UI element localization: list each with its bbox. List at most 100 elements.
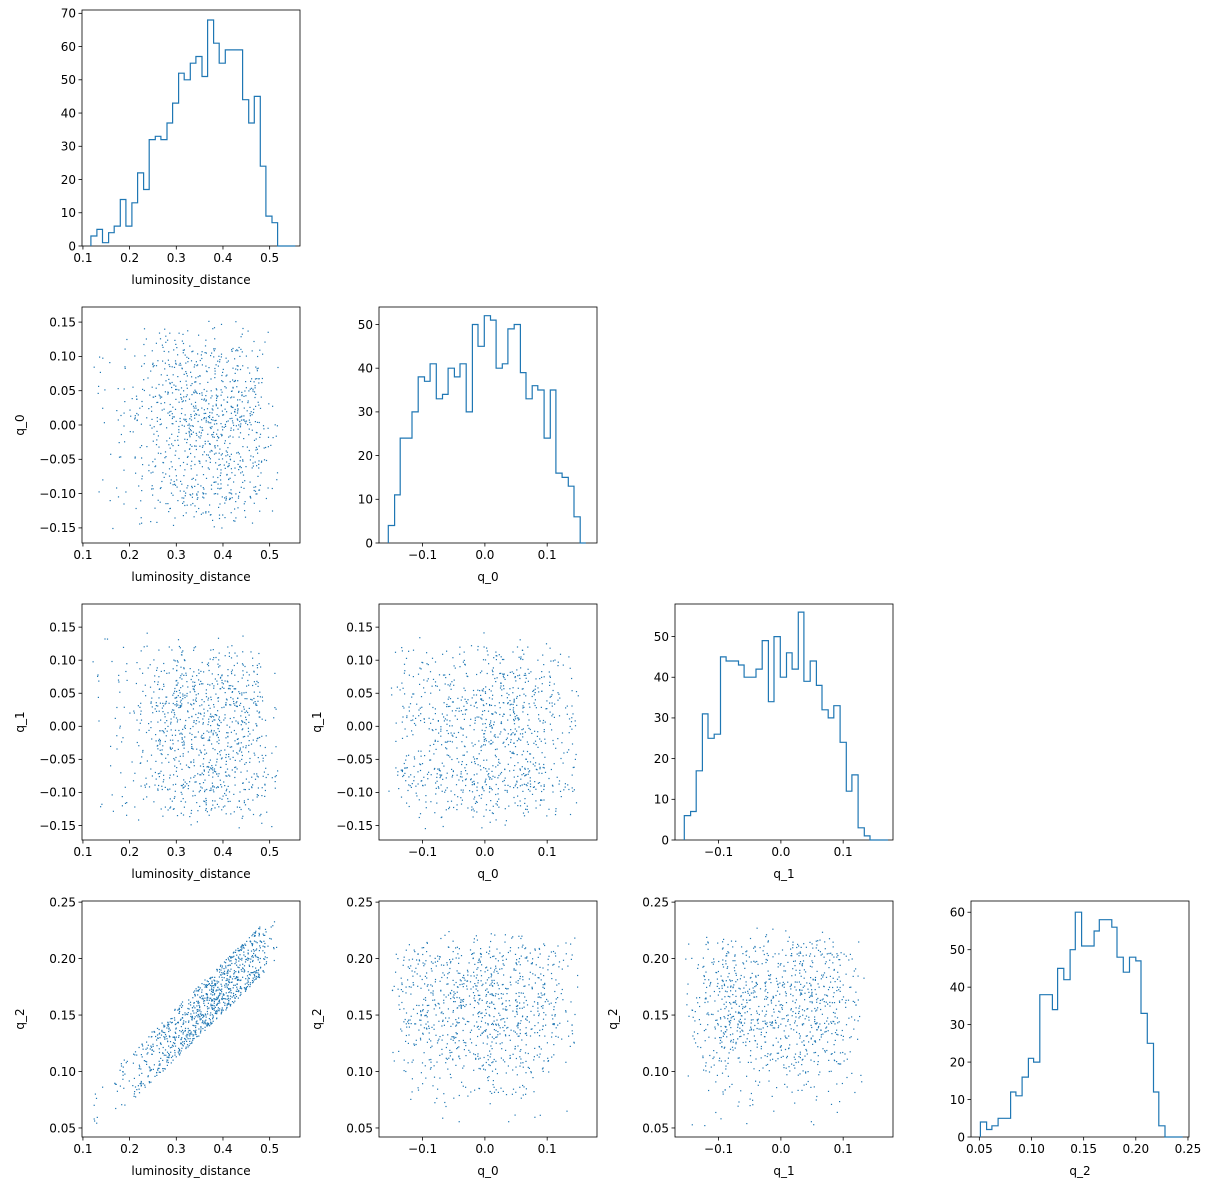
scatter-point xyxy=(237,949,239,952)
scatter-point xyxy=(485,995,487,997)
scatter-point xyxy=(237,419,239,421)
scatter-point xyxy=(256,710,258,712)
scatter-point xyxy=(163,685,165,687)
scatter-point xyxy=(265,931,267,933)
scatter-point xyxy=(150,1045,152,1047)
scatter-point xyxy=(222,973,224,975)
scatter-point xyxy=(155,465,157,467)
scatter-point xyxy=(178,457,180,460)
scatter-point xyxy=(227,745,229,747)
scatter-points xyxy=(391,931,579,1123)
x-tick-label: 0.3 xyxy=(167,845,186,859)
scatter-point xyxy=(217,476,219,479)
scatter-point xyxy=(567,965,569,967)
scatter-point xyxy=(257,737,259,739)
y-tick-label: 50 xyxy=(61,73,76,87)
scatter-point xyxy=(256,378,258,380)
scatter-point xyxy=(218,452,220,454)
scatter-point xyxy=(539,1029,541,1031)
scatter-point xyxy=(175,684,177,686)
scatter-point xyxy=(156,401,158,404)
scatter-point xyxy=(249,459,251,461)
scatter-point xyxy=(408,650,410,652)
scatter-point xyxy=(426,652,428,654)
scatter-point xyxy=(193,776,195,778)
scatter-point xyxy=(452,774,454,776)
scatter-point xyxy=(510,739,512,741)
scatter-point xyxy=(539,953,541,955)
scatter-point xyxy=(228,498,231,501)
scatter-point xyxy=(188,398,191,400)
scatter-point xyxy=(207,381,209,383)
scatter-point xyxy=(181,785,183,787)
scatter-point xyxy=(235,976,238,978)
scatter-point xyxy=(137,1085,139,1087)
scatter-point xyxy=(523,815,526,817)
scatter-point xyxy=(199,1006,201,1008)
scatter-point xyxy=(115,1083,117,1085)
scatter-point xyxy=(164,740,166,743)
scatter-point xyxy=(468,1021,470,1023)
scatter-point xyxy=(424,963,426,965)
scatter-point xyxy=(548,808,550,810)
y-tick-label: 0 xyxy=(365,536,373,550)
scatter-point xyxy=(197,420,199,423)
scatter-point xyxy=(474,983,476,985)
scatter-point xyxy=(210,1005,212,1007)
scatter-point xyxy=(161,1022,163,1024)
scatter-point xyxy=(177,1021,179,1023)
scatter-point xyxy=(520,1097,522,1099)
scatter-point xyxy=(443,720,445,722)
scatter-point xyxy=(185,1046,187,1048)
scatter-point xyxy=(123,706,125,708)
x-tick-label: 0.1 xyxy=(538,548,557,562)
scatter-point xyxy=(483,1056,485,1059)
scatter-point xyxy=(185,400,187,402)
scatter-point xyxy=(397,988,399,990)
scatter-point xyxy=(258,976,261,979)
scatter-point xyxy=(184,450,186,452)
scatter-point xyxy=(252,388,254,390)
scatter-point xyxy=(481,718,483,720)
scatter-point xyxy=(228,756,230,758)
y-axis-label: q_1 xyxy=(310,711,324,732)
scatter-point xyxy=(419,637,421,639)
scatter-point xyxy=(499,662,501,664)
scatter-point xyxy=(487,1037,489,1039)
scatter-point xyxy=(252,813,255,816)
scatter-point xyxy=(142,798,145,800)
scatter-point xyxy=(182,685,184,687)
scatter-point xyxy=(521,688,523,690)
scatter-point xyxy=(245,716,247,718)
scatter-point xyxy=(182,755,184,757)
scatter-point xyxy=(201,787,203,789)
scatter-point xyxy=(546,700,548,702)
scatter-point xyxy=(259,961,261,963)
scatter-point xyxy=(186,1044,189,1046)
scatter-point xyxy=(473,783,475,785)
scatter-point xyxy=(150,754,153,756)
scatter-point xyxy=(235,766,237,768)
scatter-point xyxy=(213,979,215,981)
scatter-point xyxy=(540,1048,542,1050)
scatter-point xyxy=(253,697,255,700)
scatter-point xyxy=(543,664,545,666)
scatter-point xyxy=(123,1087,125,1089)
scatter-point xyxy=(221,453,223,455)
scatter-point xyxy=(187,1007,189,1010)
scatter-point xyxy=(462,1017,464,1019)
scatter-points xyxy=(93,320,279,530)
scatter-point xyxy=(403,1008,405,1010)
scatter-point xyxy=(255,438,257,440)
scatter-point xyxy=(503,741,505,743)
scatter-point xyxy=(243,415,245,417)
scatter-point xyxy=(457,986,459,988)
scatter-point xyxy=(200,670,202,672)
scatter-point xyxy=(276,479,278,481)
scatter-point xyxy=(213,657,215,659)
scatter-point xyxy=(574,720,576,722)
scatter-point xyxy=(493,1020,495,1022)
scatter-point xyxy=(450,688,452,690)
scatter-point xyxy=(179,692,181,694)
scatter-point xyxy=(216,969,218,971)
